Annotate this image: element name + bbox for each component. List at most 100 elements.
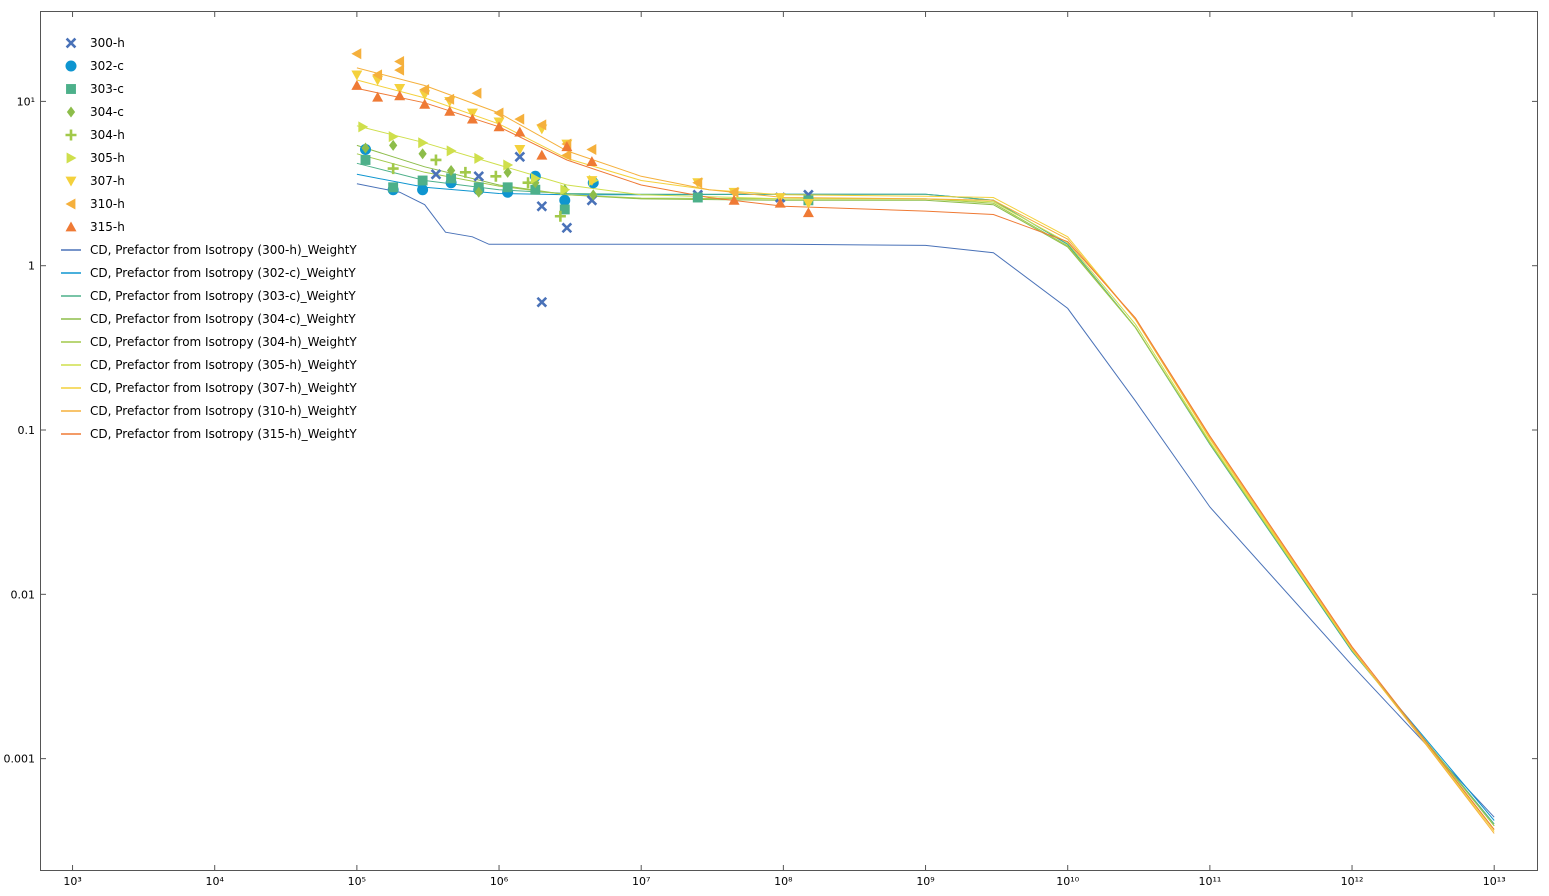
legend-marker-swatch xyxy=(66,84,76,94)
legend-marker-swatch xyxy=(65,198,76,210)
legend-label: 315-h xyxy=(90,220,125,234)
data-point-307-h xyxy=(802,198,814,209)
data-point-304-c xyxy=(446,164,456,176)
data-point-304-c xyxy=(361,142,370,154)
data-point-300-h xyxy=(430,168,442,180)
data-point-315-h xyxy=(394,90,406,101)
legend-marker-swatch xyxy=(66,106,76,118)
legend-label: CD, Prefactor from Isotropy (303-c)_Weig… xyxy=(90,289,356,303)
data-point-315-h xyxy=(536,149,548,160)
data-point-315-h xyxy=(444,105,456,116)
legend-label: CD, Prefactor from Isotropy (300-h)_Weig… xyxy=(90,243,357,257)
data-point-310-h xyxy=(372,69,383,81)
fit-line-15 xyxy=(356,79,1495,832)
data-markers xyxy=(351,48,814,308)
data-point-315-h xyxy=(802,207,814,218)
data-point-304-c xyxy=(474,186,483,198)
x-tick-label: 10⁶ xyxy=(490,875,509,888)
data-point-304-h xyxy=(490,170,502,182)
legend-label: CD, Prefactor from Isotropy (304-h)_Weig… xyxy=(90,335,357,349)
legend-label: CD, Prefactor from Isotropy (305-h)_Weig… xyxy=(90,358,357,372)
data-point-310-h xyxy=(351,48,362,60)
data-point-300-h xyxy=(561,222,573,234)
data-point-310-h xyxy=(536,119,547,131)
data-point-300-h xyxy=(536,296,548,308)
data-point-305-h xyxy=(474,152,485,164)
data-point-304-h xyxy=(430,154,442,166)
data-point-315-h xyxy=(561,141,573,152)
legend-label: CD, Prefactor from Isotropy (304-c)_Weig… xyxy=(90,312,356,326)
axis-ticks: 10³ 10⁴ 10⁵ 10⁶ 10⁷ 10⁸ 10⁹ 10¹⁰ 10¹¹ 10¹² 10¹³ 10¹… xyxy=(4,12,1537,888)
legend-marker-swatch xyxy=(65,60,77,72)
data-point-315-h xyxy=(351,79,363,90)
legend-marker-swatch xyxy=(65,221,77,232)
data-point-310-h xyxy=(493,107,504,119)
x-tick-label: 10¹⁰ xyxy=(1056,875,1079,888)
legend-marker-swatch xyxy=(65,176,77,187)
data-point-304-c xyxy=(589,189,598,201)
legend-label: CD, Prefactor from Isotropy (315-h)_Weig… xyxy=(90,427,357,441)
legend: 300-h 302-c 303-c 304-c 304-h 305-h 307-h 310-h… xyxy=(61,36,357,441)
data-point-305-h xyxy=(388,131,399,143)
data-point-310-h xyxy=(394,55,405,67)
legend-label: CD, Prefactor from Isotropy (302-c)_Weig… xyxy=(90,266,356,280)
data-point-310-h xyxy=(514,113,525,125)
fit-line-16 xyxy=(356,67,1495,834)
data-point-305-h xyxy=(530,172,541,184)
data-point-310-h xyxy=(444,93,455,105)
plot-frame xyxy=(40,11,1538,871)
x-tick-label: 10⁷ xyxy=(632,875,650,888)
data-point-300-h xyxy=(473,170,485,182)
x-tick-label: 10⁴ xyxy=(205,875,224,888)
data-point-304-h xyxy=(459,166,471,178)
data-point-304-c xyxy=(389,139,398,151)
data-point-305-h xyxy=(503,159,514,171)
data-point-305-h xyxy=(418,137,429,149)
data-point-315-h xyxy=(728,194,740,205)
legend-label: CD, Prefactor from Isotropy (307-h)_Weig… xyxy=(90,381,357,395)
data-point-304-h xyxy=(387,163,399,175)
legend-label: 304-h xyxy=(90,128,125,142)
data-point-300-h xyxy=(536,200,548,212)
x-tick-label: 10¹³ xyxy=(1483,875,1506,888)
data-point-310-h xyxy=(471,87,482,99)
data-point-303-c xyxy=(502,182,513,193)
legend-label: 302-c xyxy=(90,59,124,73)
data-point-310-h xyxy=(586,143,597,155)
x-tick-label: 10⁸ xyxy=(774,875,793,888)
data-point-307-h xyxy=(466,108,478,119)
data-point-304-c xyxy=(503,166,512,178)
x-tick-label: 10⁵ xyxy=(348,875,366,888)
legend-marker-swatch xyxy=(65,37,77,49)
x-tick-label: 10³ xyxy=(63,875,81,888)
data-point-300-h xyxy=(514,151,526,163)
legend-marker-swatch xyxy=(66,152,77,164)
data-point-307-h xyxy=(514,145,526,155)
data-point-310-h xyxy=(692,177,703,189)
data-point-307-h xyxy=(351,70,363,81)
data-point-315-h xyxy=(466,113,478,124)
legend-label: 300-h xyxy=(90,36,125,50)
data-point-307-h xyxy=(586,176,598,187)
data-point-315-h xyxy=(514,126,526,137)
data-point-303-c xyxy=(446,173,457,184)
data-point-303-c xyxy=(530,184,541,195)
x-tick-label: 10¹¹ xyxy=(1198,875,1221,888)
legend-label: 310-h xyxy=(90,197,125,211)
legend-label: 307-h xyxy=(90,174,125,188)
data-point-310-h xyxy=(728,186,739,198)
data-point-303-c xyxy=(360,155,371,165)
data-point-305-h xyxy=(560,184,571,196)
data-point-303-c xyxy=(388,182,399,193)
x-tick-label: 10¹² xyxy=(1341,875,1364,888)
data-point-305-h xyxy=(446,145,457,157)
fit-line-9 xyxy=(356,183,1495,818)
data-point-304-h xyxy=(554,210,566,222)
data-point-305-h xyxy=(358,121,369,133)
legend-label: 303-c xyxy=(90,82,124,96)
legend-label: CD, Prefactor from Isotropy (310-h)_Weig… xyxy=(90,404,357,418)
fit-line-11 xyxy=(356,162,1495,825)
data-point-302-c xyxy=(417,184,429,196)
